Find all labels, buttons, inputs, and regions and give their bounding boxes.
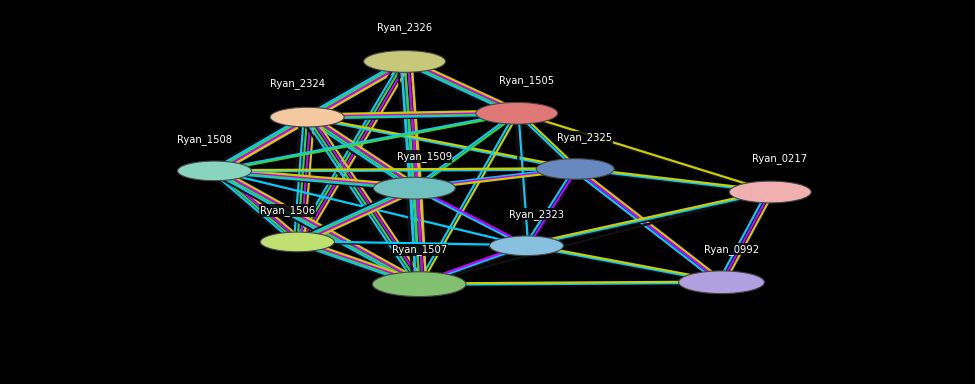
Text: Ryan_1505: Ryan_1505	[499, 75, 554, 86]
Text: Ryan_1509: Ryan_1509	[397, 151, 451, 162]
Ellipse shape	[270, 107, 344, 127]
Text: Ryan_0992: Ryan_0992	[704, 244, 759, 255]
Ellipse shape	[536, 159, 614, 179]
Ellipse shape	[373, 177, 455, 199]
Text: Ryan_2326: Ryan_2326	[377, 22, 432, 33]
Ellipse shape	[372, 272, 466, 296]
Ellipse shape	[364, 51, 446, 72]
Text: Ryan_1506: Ryan_1506	[260, 205, 315, 216]
Ellipse shape	[476, 103, 558, 124]
Ellipse shape	[489, 236, 564, 256]
Text: Ryan_0217: Ryan_0217	[753, 154, 807, 164]
Ellipse shape	[679, 271, 764, 294]
Text: Ryan_2324: Ryan_2324	[270, 79, 325, 89]
Ellipse shape	[260, 232, 334, 252]
Text: Ryan_1507: Ryan_1507	[392, 245, 447, 255]
Ellipse shape	[729, 181, 811, 203]
Text: Ryan_2323: Ryan_2323	[509, 209, 564, 220]
Ellipse shape	[177, 161, 252, 181]
Text: Ryan_1508: Ryan_1508	[177, 134, 232, 145]
Text: Ryan_2325: Ryan_2325	[558, 132, 612, 143]
